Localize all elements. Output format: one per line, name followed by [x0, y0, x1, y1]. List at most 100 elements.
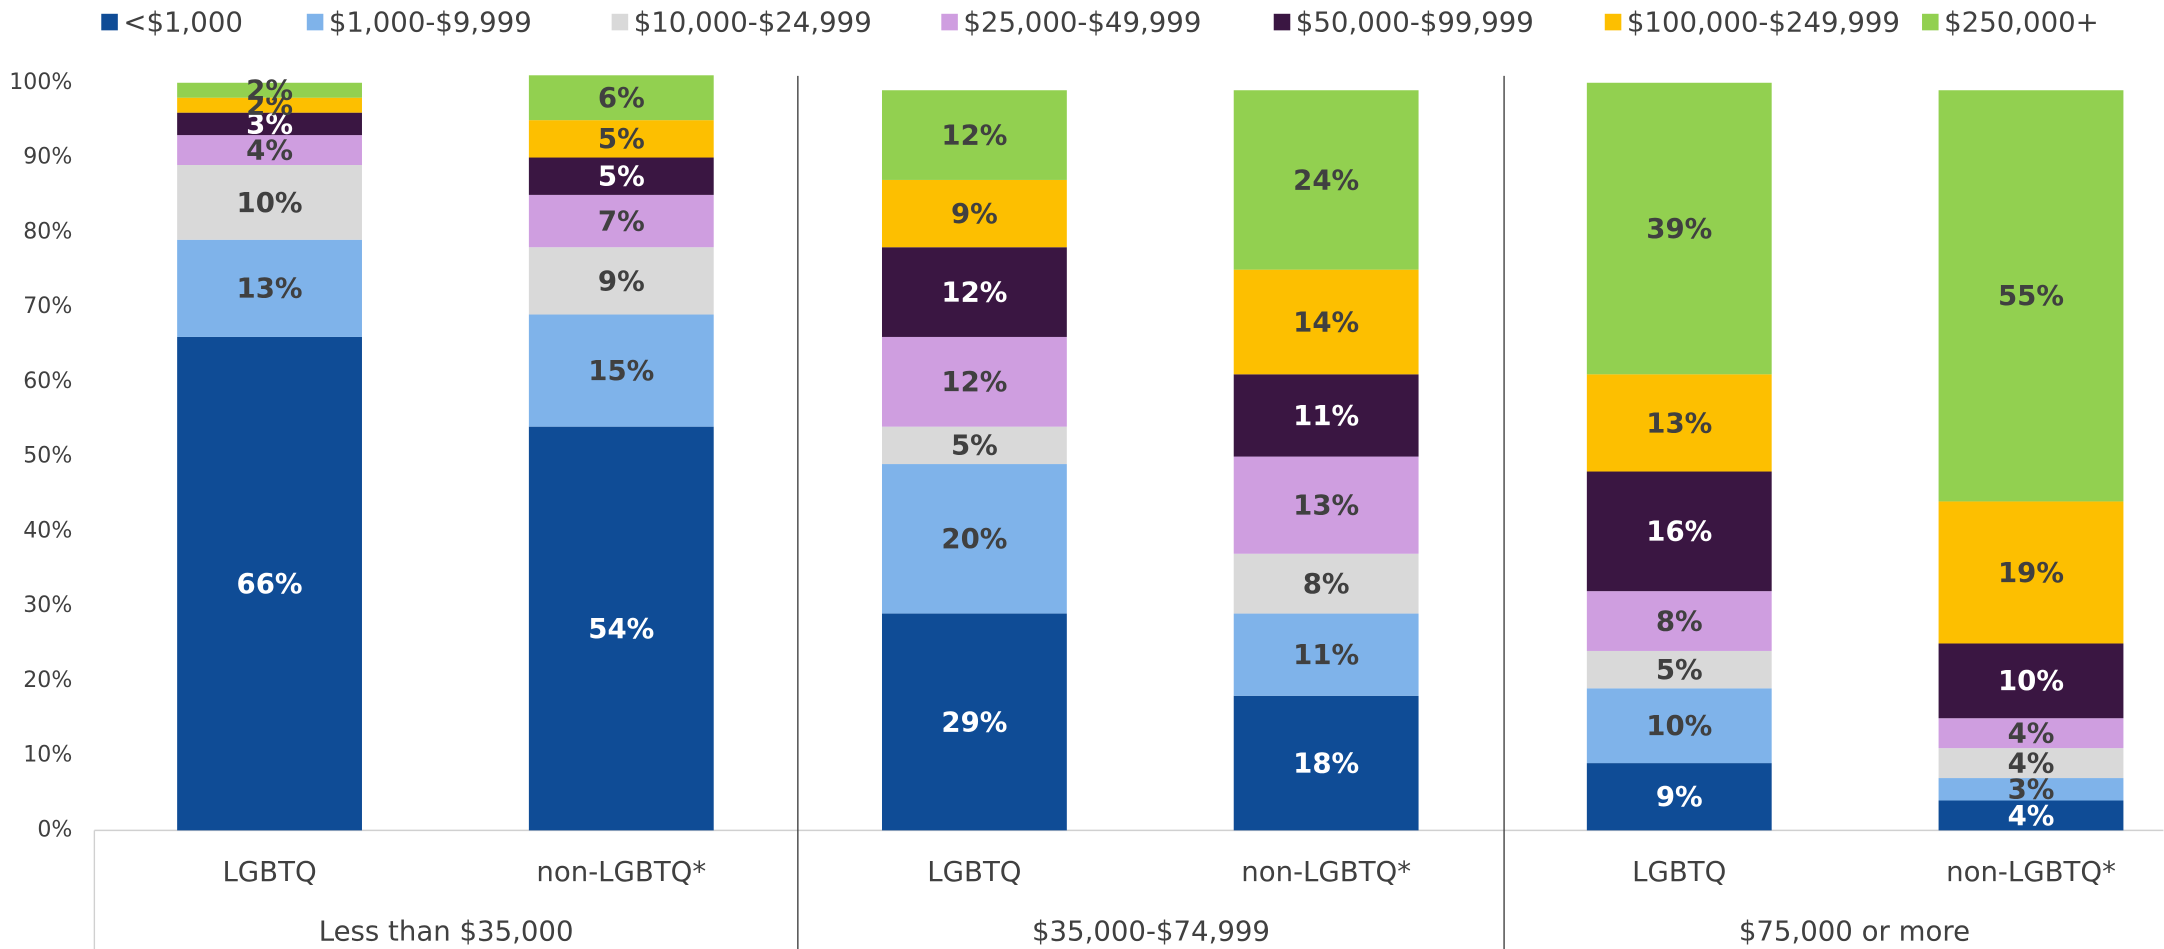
- data-label: 10%: [1998, 664, 2064, 697]
- data-label: 5%: [1656, 653, 1703, 686]
- bar-segment: [1233, 456, 1419, 554]
- bar-segment: [177, 135, 362, 165]
- data-label: 4%: [2008, 799, 2055, 832]
- data-label: 10%: [237, 186, 303, 219]
- y-tick-label: 10%: [23, 743, 72, 768]
- bar-segment: [1586, 763, 1772, 831]
- bar-segment: [881, 247, 1067, 337]
- bar-segment: [1938, 778, 2124, 801]
- legend-label: $10,000-$24,999: [634, 5, 872, 38]
- y-tick-label: 40%: [23, 518, 72, 543]
- bar-segment: [1586, 591, 1772, 651]
- bar-segment: [177, 97, 362, 113]
- data-label: 12%: [941, 365, 1007, 398]
- legend-swatch: [1604, 13, 1622, 31]
- bar-segment: [1586, 82, 1772, 375]
- bar-segment: [881, 90, 1067, 180]
- data-label: 3%: [2008, 773, 2055, 806]
- y-tick-label: 50%: [23, 444, 72, 469]
- data-label: 20%: [941, 522, 1007, 555]
- bar-segment: [528, 314, 714, 427]
- data-label: 3%: [246, 107, 293, 140]
- legend-swatch: [1273, 13, 1291, 31]
- bar-segment: [1586, 688, 1772, 764]
- legend-label: $50,000-$99,999: [1296, 5, 1534, 38]
- data-label: 16%: [1646, 515, 1712, 548]
- bar-segment: [1233, 374, 1419, 457]
- data-label: 13%: [1293, 489, 1359, 522]
- y-tick-label: 30%: [23, 593, 72, 618]
- bar-segment: [528, 194, 714, 248]
- y-tick-label: 60%: [23, 369, 72, 394]
- data-label: 7%: [598, 204, 645, 237]
- bar-segment: [1938, 90, 2124, 502]
- data-label: 13%: [237, 272, 303, 305]
- bar-segment: [177, 112, 362, 136]
- group-label: Less than $35,000: [319, 914, 574, 947]
- data-label: 18%: [1293, 746, 1359, 779]
- bar-segment: [1233, 553, 1419, 614]
- x-tick-label: LGBTQ: [927, 855, 1021, 888]
- bar-segment: [1586, 374, 1772, 472]
- y-tick-label: 70%: [23, 294, 72, 319]
- y-tick-label: 90%: [23, 145, 72, 170]
- bar-segment: [1938, 748, 2124, 779]
- legend-swatch: [941, 13, 958, 31]
- bar-segment: [881, 426, 1067, 465]
- data-label: 5%: [598, 122, 645, 155]
- bar-segment: [1233, 695, 1419, 831]
- bar-segment: [1938, 718, 2124, 749]
- bar-segment: [881, 336, 1067, 427]
- data-label: 9%: [598, 264, 645, 297]
- y-tick-label: 100%: [9, 70, 72, 95]
- legend-swatch: [1922, 13, 1939, 31]
- legend-swatch: [101, 13, 118, 31]
- y-tick-label: 0%: [37, 817, 72, 842]
- bar-segment: [177, 164, 362, 240]
- data-label: 29%: [941, 705, 1007, 738]
- group-label: $35,000-$74,999: [1032, 914, 1270, 947]
- y-tick-label: 80%: [23, 219, 72, 244]
- bar-segment: [528, 157, 714, 195]
- data-label: 14%: [1293, 305, 1359, 338]
- bar-segment: [881, 179, 1067, 248]
- data-label: 11%: [1293, 399, 1359, 432]
- data-label: 13%: [1646, 406, 1712, 439]
- data-label: 8%: [1656, 604, 1703, 637]
- bar-segment: [177, 82, 362, 98]
- data-label: 8%: [1303, 567, 1350, 600]
- data-label: 4%: [2008, 746, 2055, 779]
- legend-label: <$1,000: [123, 5, 243, 38]
- x-tick-label: LGBTQ: [1632, 855, 1726, 888]
- bar-segment: [881, 464, 1067, 614]
- legend-label: $1,000-$9,999: [329, 5, 532, 38]
- bar-segment: [1938, 800, 2124, 831]
- bar-segment: [1233, 613, 1419, 696]
- data-label: 5%: [598, 160, 645, 193]
- bar-segment: [528, 247, 714, 315]
- bar-segment: [1938, 501, 2124, 644]
- data-label: 10%: [1646, 709, 1712, 742]
- bar-segment: [1233, 269, 1419, 375]
- x-tick-label: non-LGBTQ*: [1946, 855, 2116, 888]
- data-label: 55%: [1998, 279, 2064, 312]
- y-tick-label: 20%: [23, 668, 72, 693]
- legend-label: $100,000-$249,999: [1627, 5, 1900, 38]
- data-label: 15%: [588, 354, 654, 387]
- legend-swatch: [611, 13, 629, 31]
- bar-segment: [177, 239, 362, 337]
- data-label: 11%: [1293, 638, 1359, 671]
- bar-segment: [1586, 471, 1772, 592]
- bar-segment: [1233, 90, 1419, 270]
- group-label: $75,000 or more: [1739, 914, 1970, 947]
- bar-segment: [1938, 643, 2124, 719]
- bar-segment: [1586, 650, 1772, 689]
- x-tick-label: non-LGBTQ*: [1241, 855, 1411, 888]
- data-label: 19%: [1998, 556, 2064, 589]
- data-label: 4%: [2008, 717, 2055, 750]
- bar-segment: [881, 613, 1067, 831]
- x-tick-label: non-LGBTQ*: [536, 855, 706, 888]
- data-label: 39%: [1646, 212, 1712, 245]
- bar-segment: [528, 75, 714, 121]
